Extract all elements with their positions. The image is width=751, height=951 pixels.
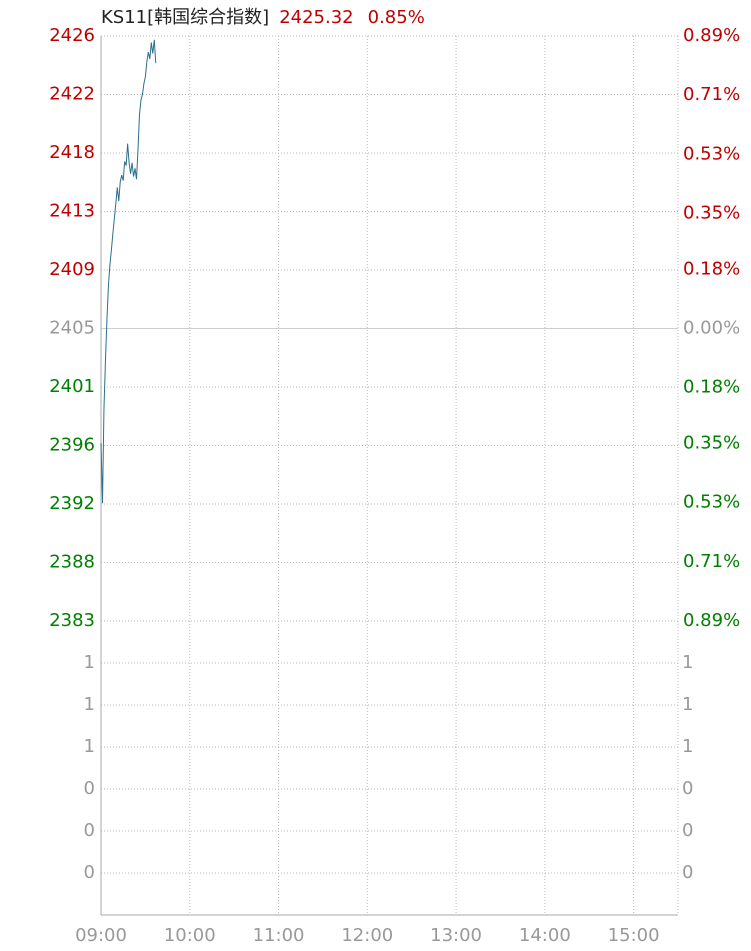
header: KS11[韩国综合指数] 2425.32 0.85%: [101, 7, 425, 28]
volume-tick-label-right: 1: [682, 694, 693, 715]
last-price: 2425.32: [279, 7, 353, 28]
volume-tick-label-right: 1: [682, 652, 693, 673]
x-tick-label: 13:00: [430, 925, 482, 946]
volume-tick-label: 1: [84, 736, 95, 757]
volume-tick-label-right: 0: [682, 820, 693, 841]
y2-tick-label: 0.53%: [683, 143, 740, 164]
y-tick-label: 2413: [49, 201, 95, 222]
y-tick-label: 2405: [49, 318, 95, 339]
y-tick-label: 2401: [49, 376, 95, 397]
y2-tick-label: 0.18%: [683, 377, 740, 398]
y2-tick-label: 0.71%: [683, 551, 740, 572]
y-tick-label: 2422: [49, 84, 95, 105]
y-tick-label: 2409: [49, 259, 95, 280]
chart-title: KS11[韩国综合指数]: [101, 7, 269, 28]
volume-tick-label: 0: [84, 778, 95, 799]
y2-tick-label: 0.00%: [683, 318, 740, 339]
y2-tick-label: 0.35%: [683, 433, 740, 454]
x-tick-label: 10:00: [164, 925, 216, 946]
y-tick-label: 2426: [49, 25, 95, 46]
y2-tick-label: 0.89%: [683, 25, 740, 46]
change-pct: 0.85%: [368, 7, 425, 28]
y2-tick-label: 0.89%: [683, 610, 740, 631]
volume-tick-label-right: 1: [682, 736, 693, 757]
x-tick-label: 14:00: [519, 925, 571, 946]
volume-tick-label: 0: [84, 820, 95, 841]
y-tick-label: 2383: [49, 610, 95, 631]
x-tick-label: 12:00: [341, 925, 393, 946]
y-tick-label: 2392: [49, 493, 95, 514]
volume-tick-label: 1: [84, 694, 95, 715]
volume-tick-label: 1: [84, 652, 95, 673]
x-tick-label: 09:00: [75, 925, 127, 946]
y-tick-label: 2396: [49, 435, 95, 456]
y-tick-label: 2418: [49, 142, 95, 163]
y2-tick-label: 0.53%: [683, 492, 740, 513]
volume-tick-label-right: 0: [682, 778, 693, 799]
y2-tick-label: 0.35%: [683, 202, 740, 223]
y-tick-label: 2388: [49, 552, 95, 573]
x-tick-label: 11:00: [253, 925, 305, 946]
y2-tick-label: 0.18%: [683, 258, 740, 279]
x-tick-label: 15:00: [608, 925, 660, 946]
volume-tick-label-right: 0: [682, 862, 693, 883]
y2-tick-label: 0.71%: [683, 84, 740, 105]
price-line: [100, 39, 157, 504]
volume-tick-label: 0: [84, 862, 95, 883]
